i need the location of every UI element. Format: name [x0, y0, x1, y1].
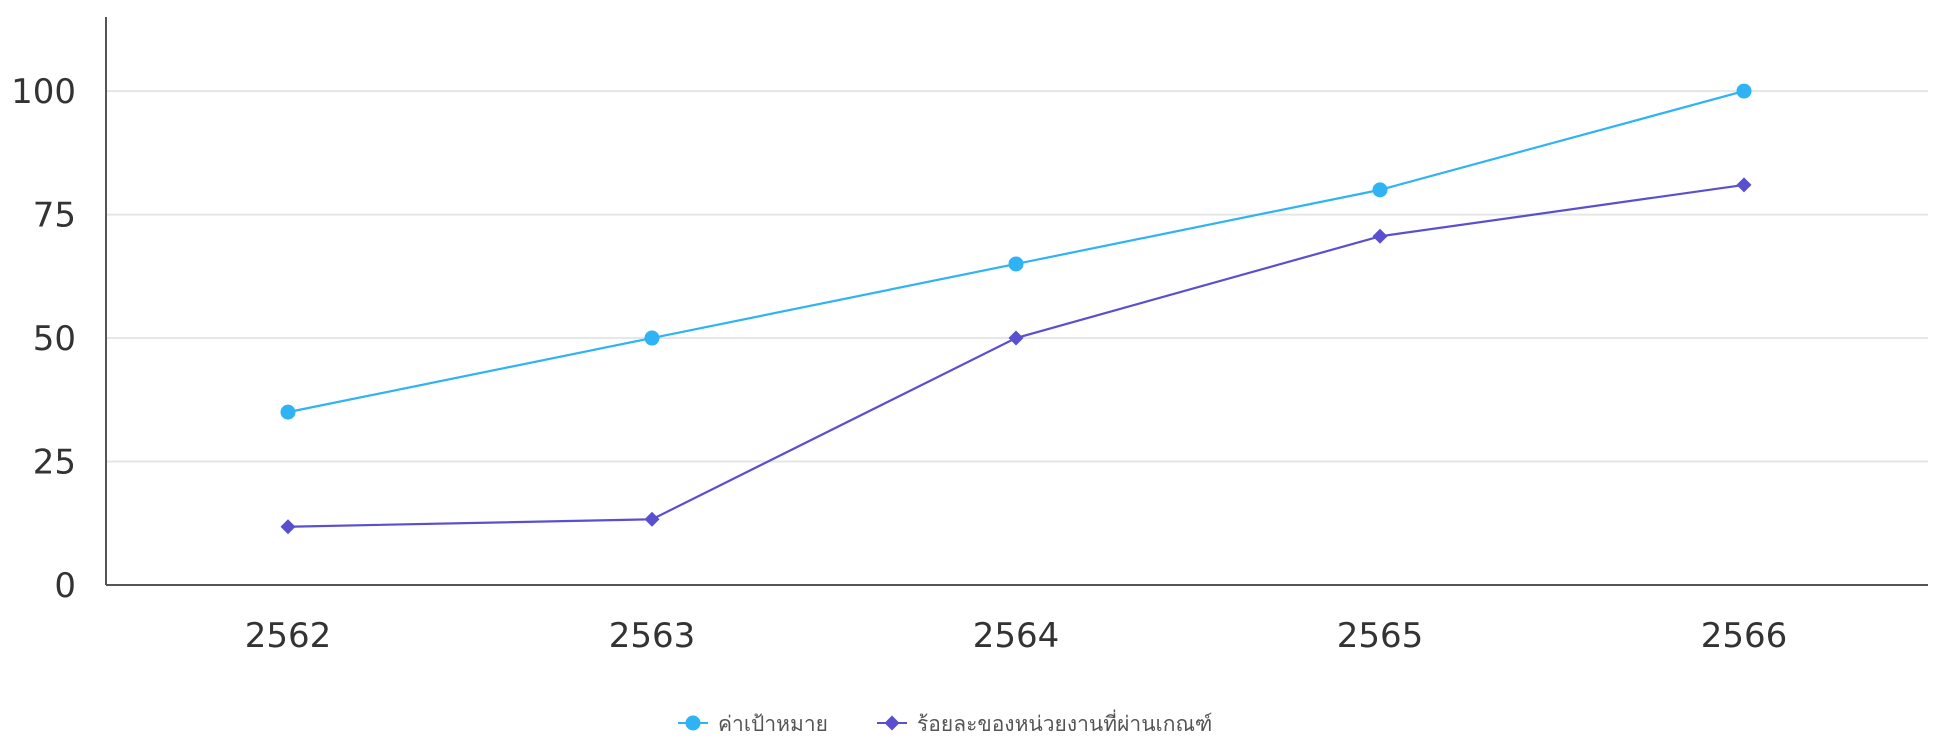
- y-tick-labels: 0 25 50 75 100: [11, 72, 76, 606]
- x-tick-label: 2564: [973, 616, 1060, 656]
- y-tick-label: 50: [33, 319, 76, 359]
- gridlines: [106, 90, 1928, 463]
- series-1: [280, 177, 1752, 535]
- data-point: [280, 404, 296, 420]
- legend-label: ค่าเป้าหมาย: [718, 712, 828, 736]
- x-tick-label: 2566: [1701, 616, 1788, 656]
- y-tick-label: 0: [54, 566, 76, 606]
- data-point: [644, 511, 660, 527]
- data-point: [1372, 228, 1388, 244]
- y-tick-label: 25: [33, 443, 76, 483]
- data-point: [1008, 330, 1024, 346]
- legend-item-1: ร้อยละของหน่วยงานที่ผ่านเกณฑ์: [877, 709, 1212, 736]
- series: [280, 83, 1752, 535]
- series-line: [287, 183, 1745, 528]
- data-point: [1736, 177, 1752, 193]
- data-point: [1736, 83, 1752, 99]
- y-tick-label: 75: [33, 196, 76, 236]
- series-line: [287, 90, 1745, 414]
- legend-label: ร้อยละของหน่วยงานที่ผ่านเกณฑ์: [917, 709, 1212, 736]
- legend-marker: [884, 715, 900, 731]
- x-tick-label: 2565: [1337, 616, 1424, 656]
- axes: [105, 17, 1928, 586]
- legend-item-0: ค่าเป้าหมาย: [678, 712, 828, 736]
- legend: ค่าเป้าหมาย ร้อยละของหน่วยงานที่ผ่านเกณฑ์: [678, 709, 1212, 736]
- x-tick-labels: 2562 2563 2564 2565 2566: [245, 616, 1788, 656]
- legend-marker: [685, 715, 701, 731]
- data-point: [644, 330, 660, 346]
- data-point: [1372, 182, 1388, 198]
- series-0: [280, 83, 1752, 420]
- x-tick-label: 2563: [609, 616, 696, 656]
- y-tick-label: 100: [11, 72, 76, 112]
- x-tick-label: 2562: [245, 616, 332, 656]
- data-point: [280, 519, 296, 535]
- data-point: [1008, 256, 1024, 272]
